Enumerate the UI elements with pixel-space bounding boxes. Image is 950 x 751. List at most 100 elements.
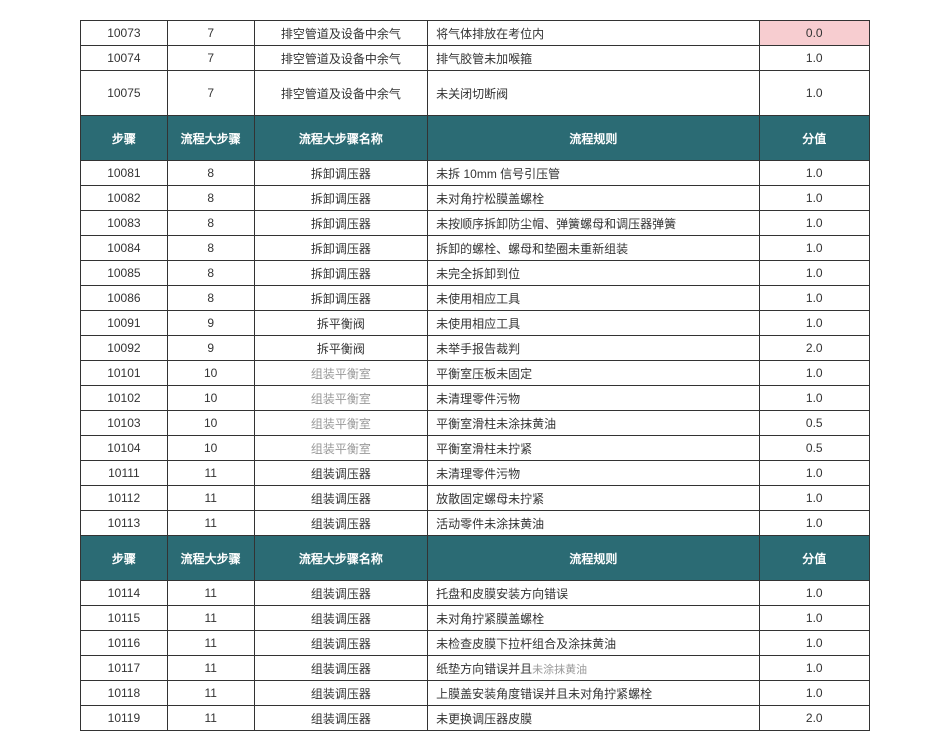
cell-step: 10111 <box>81 461 168 486</box>
cell-step: 10117 <box>81 656 168 681</box>
cell-step: 10104 <box>81 436 168 461</box>
cell-big: 10 <box>167 411 254 436</box>
cell-name: 组装平衡室 <box>254 361 428 386</box>
table-row: 1011411组装调压器托盘和皮膜安装方向错误1.0 <box>81 581 870 606</box>
cell-score: 1.0 <box>759 161 869 186</box>
cell-rule: 平衡室压板未固定 <box>428 361 759 386</box>
cell-big: 8 <box>167 236 254 261</box>
cell-name: 组装调压器 <box>254 681 428 706</box>
cell-name: 组装调压器 <box>254 461 428 486</box>
cell-name: 组装平衡室 <box>254 436 428 461</box>
cell-step: 10113 <box>81 511 168 536</box>
cell-step: 10092 <box>81 336 168 361</box>
cell-big: 11 <box>167 681 254 706</box>
table-row: 1011611组装调压器未检查皮膜下拉杆组合及涂抹黄油1.0 <box>81 631 870 656</box>
cell-rule: 未清理零件污物 <box>428 386 759 411</box>
table-row: 100858拆卸调压器未完全拆卸到位1.0 <box>81 261 870 286</box>
header-bigstep_name: 流程大步骤名称 <box>254 116 428 161</box>
cell-name: 拆卸调压器 <box>254 186 428 211</box>
cell-rule: 平衡室滑柱未拧紧 <box>428 436 759 461</box>
cell-big: 10 <box>167 436 254 461</box>
table-row: 1010210组装平衡室未清理零件污物1.0 <box>81 386 870 411</box>
cell-rule: 纸垫方向错误并且未涂抹黄油 <box>428 656 759 681</box>
cell-rule: 未检查皮膜下拉杆组合及涂抹黄油 <box>428 631 759 656</box>
cell-step: 10115 <box>81 606 168 631</box>
table-row: 1010410组装平衡室平衡室滑柱未拧紧0.5 <box>81 436 870 461</box>
cell-name: 拆卸调压器 <box>254 261 428 286</box>
cell-big: 10 <box>167 386 254 411</box>
header-step: 步骤 <box>81 536 168 581</box>
cell-score: 1.0 <box>759 511 869 536</box>
table-row: 1010110组装平衡室平衡室压板未固定1.0 <box>81 361 870 386</box>
cell-big: 11 <box>167 511 254 536</box>
cell-score: 2.0 <box>759 706 869 731</box>
cell-rule: 活动零件未涂抹黄油 <box>428 511 759 536</box>
cell-big: 8 <box>167 186 254 211</box>
cell-score: 1.0 <box>759 681 869 706</box>
cell-score: 1.0 <box>759 486 869 511</box>
cell-step: 10118 <box>81 681 168 706</box>
cell-score: 1.0 <box>759 211 869 236</box>
cell-score: 2.0 <box>759 336 869 361</box>
table-row: 1011211组装调压器放散固定螺母未拧紧1.0 <box>81 486 870 511</box>
cell-rule: 未清理零件污物 <box>428 461 759 486</box>
cell-rule: 未使用相应工具 <box>428 311 759 336</box>
header-row: 步骤流程大步骤流程大步骤名称流程规则分值 <box>81 116 870 161</box>
cell-big: 8 <box>167 161 254 186</box>
cell-rule: 拆卸的螺栓、螺母和垫圈未重新组装 <box>428 236 759 261</box>
header-bigstep: 流程大步骤 <box>167 536 254 581</box>
cell-big: 9 <box>167 311 254 336</box>
cell-step: 10086 <box>81 286 168 311</box>
cell-step: 10091 <box>81 311 168 336</box>
cell-rule: 未关闭切断阀 <box>428 71 759 116</box>
cell-rule: 未完全拆卸到位 <box>428 261 759 286</box>
header-score: 分值 <box>759 116 869 161</box>
cell-step: 10085 <box>81 261 168 286</box>
cell-rule: 排气胶管未加喉箍 <box>428 46 759 71</box>
header-rule: 流程规则 <box>428 536 759 581</box>
cell-name: 排空管道及设备中余气 <box>254 71 428 116</box>
table-row: 1011311组装调压器活动零件未涂抹黄油1.0 <box>81 511 870 536</box>
cell-score: 1.0 <box>759 46 869 71</box>
cell-step: 10103 <box>81 411 168 436</box>
cell-score: 1.0 <box>759 581 869 606</box>
header-step: 步骤 <box>81 116 168 161</box>
cell-rule: 托盘和皮膜安装方向错误 <box>428 581 759 606</box>
cell-score: 1.0 <box>759 386 869 411</box>
cell-big: 11 <box>167 581 254 606</box>
cell-name: 拆平衡阀 <box>254 336 428 361</box>
cell-rule: 将气体排放在考位内 <box>428 21 759 46</box>
cell-step: 10082 <box>81 186 168 211</box>
table-row: 100757排空管道及设备中余气未关闭切断阀1.0 <box>81 71 870 116</box>
cell-name: 组装调压器 <box>254 631 428 656</box>
cell-name: 拆平衡阀 <box>254 311 428 336</box>
table-row: 100868拆卸调压器未使用相应工具1.0 <box>81 286 870 311</box>
header-bigstep_name: 流程大步骤名称 <box>254 536 428 581</box>
cell-big: 11 <box>167 631 254 656</box>
cell-big: 11 <box>167 461 254 486</box>
cell-score: 0.5 <box>759 411 869 436</box>
cell-big: 8 <box>167 286 254 311</box>
cell-step: 10102 <box>81 386 168 411</box>
header-rule: 流程规则 <box>428 116 759 161</box>
cell-score: 1.0 <box>759 236 869 261</box>
cell-big: 11 <box>167 486 254 511</box>
cell-name: 组装平衡室 <box>254 386 428 411</box>
cell-step: 10101 <box>81 361 168 386</box>
header-bigstep: 流程大步骤 <box>167 116 254 161</box>
cell-step: 10116 <box>81 631 168 656</box>
table-row: 100838拆卸调压器未按顺序拆卸防尘帽、弹簧螺母和调压器弹簧1.0 <box>81 211 870 236</box>
table-row: 1011811组装调压器上膜盖安装角度错误并且未对角拧紧螺栓1.0 <box>81 681 870 706</box>
table-row: 100747排空管道及设备中余气排气胶管未加喉箍1.0 <box>81 46 870 71</box>
cell-name: 排空管道及设备中余气 <box>254 46 428 71</box>
cell-step: 10119 <box>81 706 168 731</box>
cell-name: 组装调压器 <box>254 706 428 731</box>
cell-big: 7 <box>167 71 254 116</box>
cell-name: 排空管道及设备中余气 <box>254 21 428 46</box>
cell-big: 11 <box>167 606 254 631</box>
cell-name: 组装平衡室 <box>254 411 428 436</box>
cell-step: 10114 <box>81 581 168 606</box>
cell-rule: 未对角拧松膜盖螺栓 <box>428 186 759 211</box>
cell-score: 1.0 <box>759 286 869 311</box>
table-row: 100919拆平衡阀未使用相应工具1.0 <box>81 311 870 336</box>
